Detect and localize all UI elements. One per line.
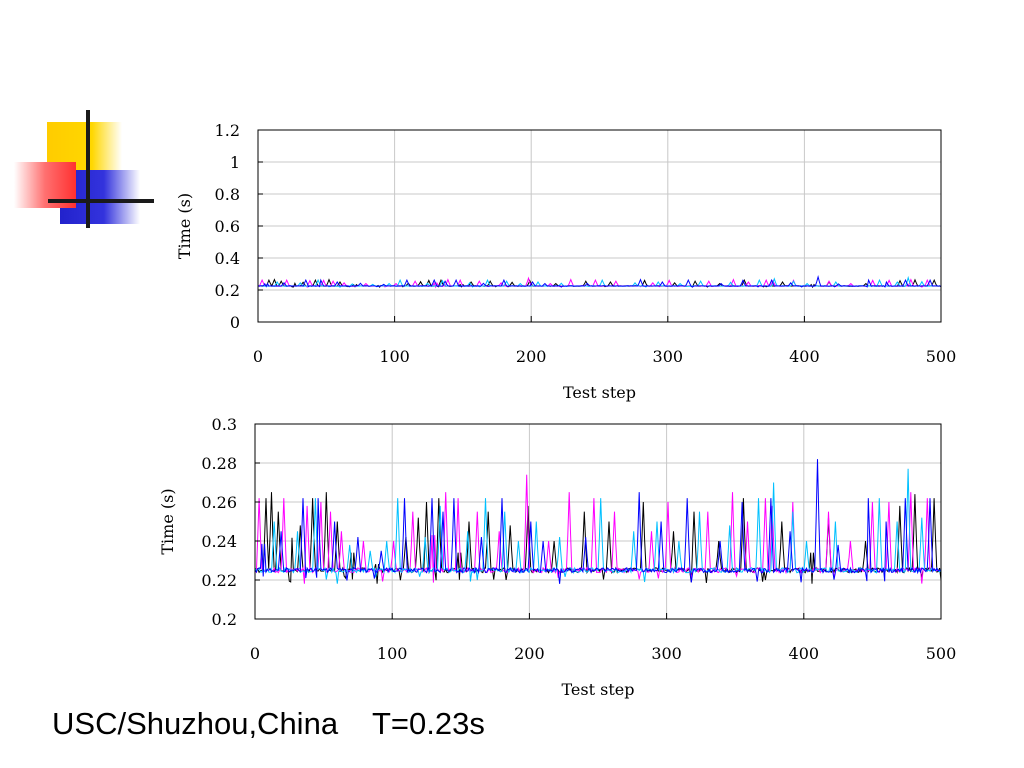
plot-frame [254,423,942,620]
slide-logo-decoration [14,110,154,228]
y-tick-label: 0.24 [201,532,237,551]
x-tick-label: 400 [789,644,820,663]
y-tick-label: 0.28 [201,454,237,473]
y-tick-label: 0.8 [215,185,240,204]
y-axis-title: Time (s) [158,488,177,554]
y-tick-label: 0.6 [215,217,240,236]
x-tick-label: 300 [651,644,682,663]
series-group [254,459,942,584]
y-tick-label: 1 [230,153,240,172]
x-tick-label: 500 [926,644,957,663]
x-axis-title: Test step [562,680,635,699]
x-tick-label: 100 [379,347,410,366]
series-line-3 [254,468,942,584]
x-tick-label: 0 [253,347,263,366]
y-tick-label: 1.2 [215,121,240,140]
y-tick-label: 0.3 [212,415,237,434]
y-tick-label: 0.2 [212,610,237,629]
grid-lines [257,129,942,323]
series-line-4 [254,459,942,584]
series-line-2 [254,474,942,584]
y-axis-title: Time (s) [175,193,194,259]
chart-bottom: 0 100 200 300 400 500 0.2 0.22 0.24 0.26 0.28 0.3 Te… [158,415,957,699]
x-tick-label: 400 [789,347,820,366]
x-tick-label: 200 [514,644,545,663]
x-tick-label: 100 [377,644,408,663]
x-axis-title: Test step [563,383,636,402]
y-tick-label: 0 [230,313,240,332]
y-tick-label: 0.2 [215,281,240,300]
x-tick-label: 0 [250,644,260,663]
series-line-4 [257,274,941,288]
x-tick-label: 300 [653,347,684,366]
chart-top: 0 100 200 300 400 500 0 0.2 0.4 0.6 0.8 1 1.2 Test st… [175,121,957,402]
y-tick-label: 0.26 [201,493,237,512]
y-tick-label: 0.22 [201,571,237,590]
x-tick-label: 200 [516,347,547,366]
slide-caption: USC/Shuzhou,China T=0.23s [52,706,485,741]
grid-lines [254,423,942,620]
series-group [257,274,942,289]
x-tick-label: 500 [926,347,957,366]
y-tick-label: 0.4 [215,249,240,268]
